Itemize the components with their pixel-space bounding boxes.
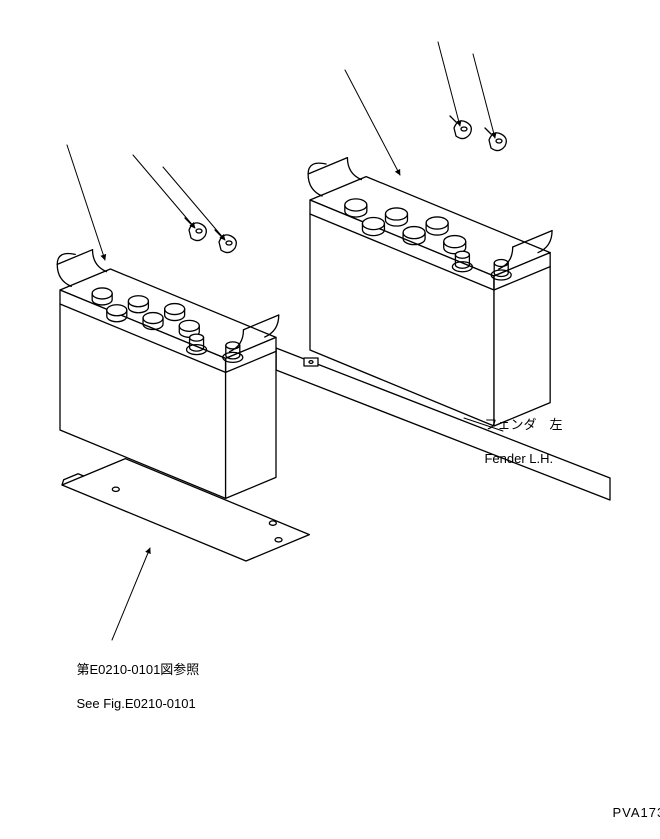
drawing-id-label: PVA1737 [594,788,660,839]
drawing-id-text: PVA1737 [612,805,660,820]
figref-label-en: See Fig.E0210-0101 [76,696,195,711]
leader [67,145,105,260]
figref-label: 第E0210-0101図参照 See Fig.E0210-0101 [62,645,199,729]
fender-label: フェンダ 左 Fender L.H. [470,400,562,484]
figref-leader [112,548,150,640]
leader [345,70,400,175]
fender-label-en: Fender L.H. [484,451,553,466]
fender-label-jp: フェンダ 左 [484,417,562,432]
figref-label-jp: 第E0210-0101図参照 [76,662,199,677]
